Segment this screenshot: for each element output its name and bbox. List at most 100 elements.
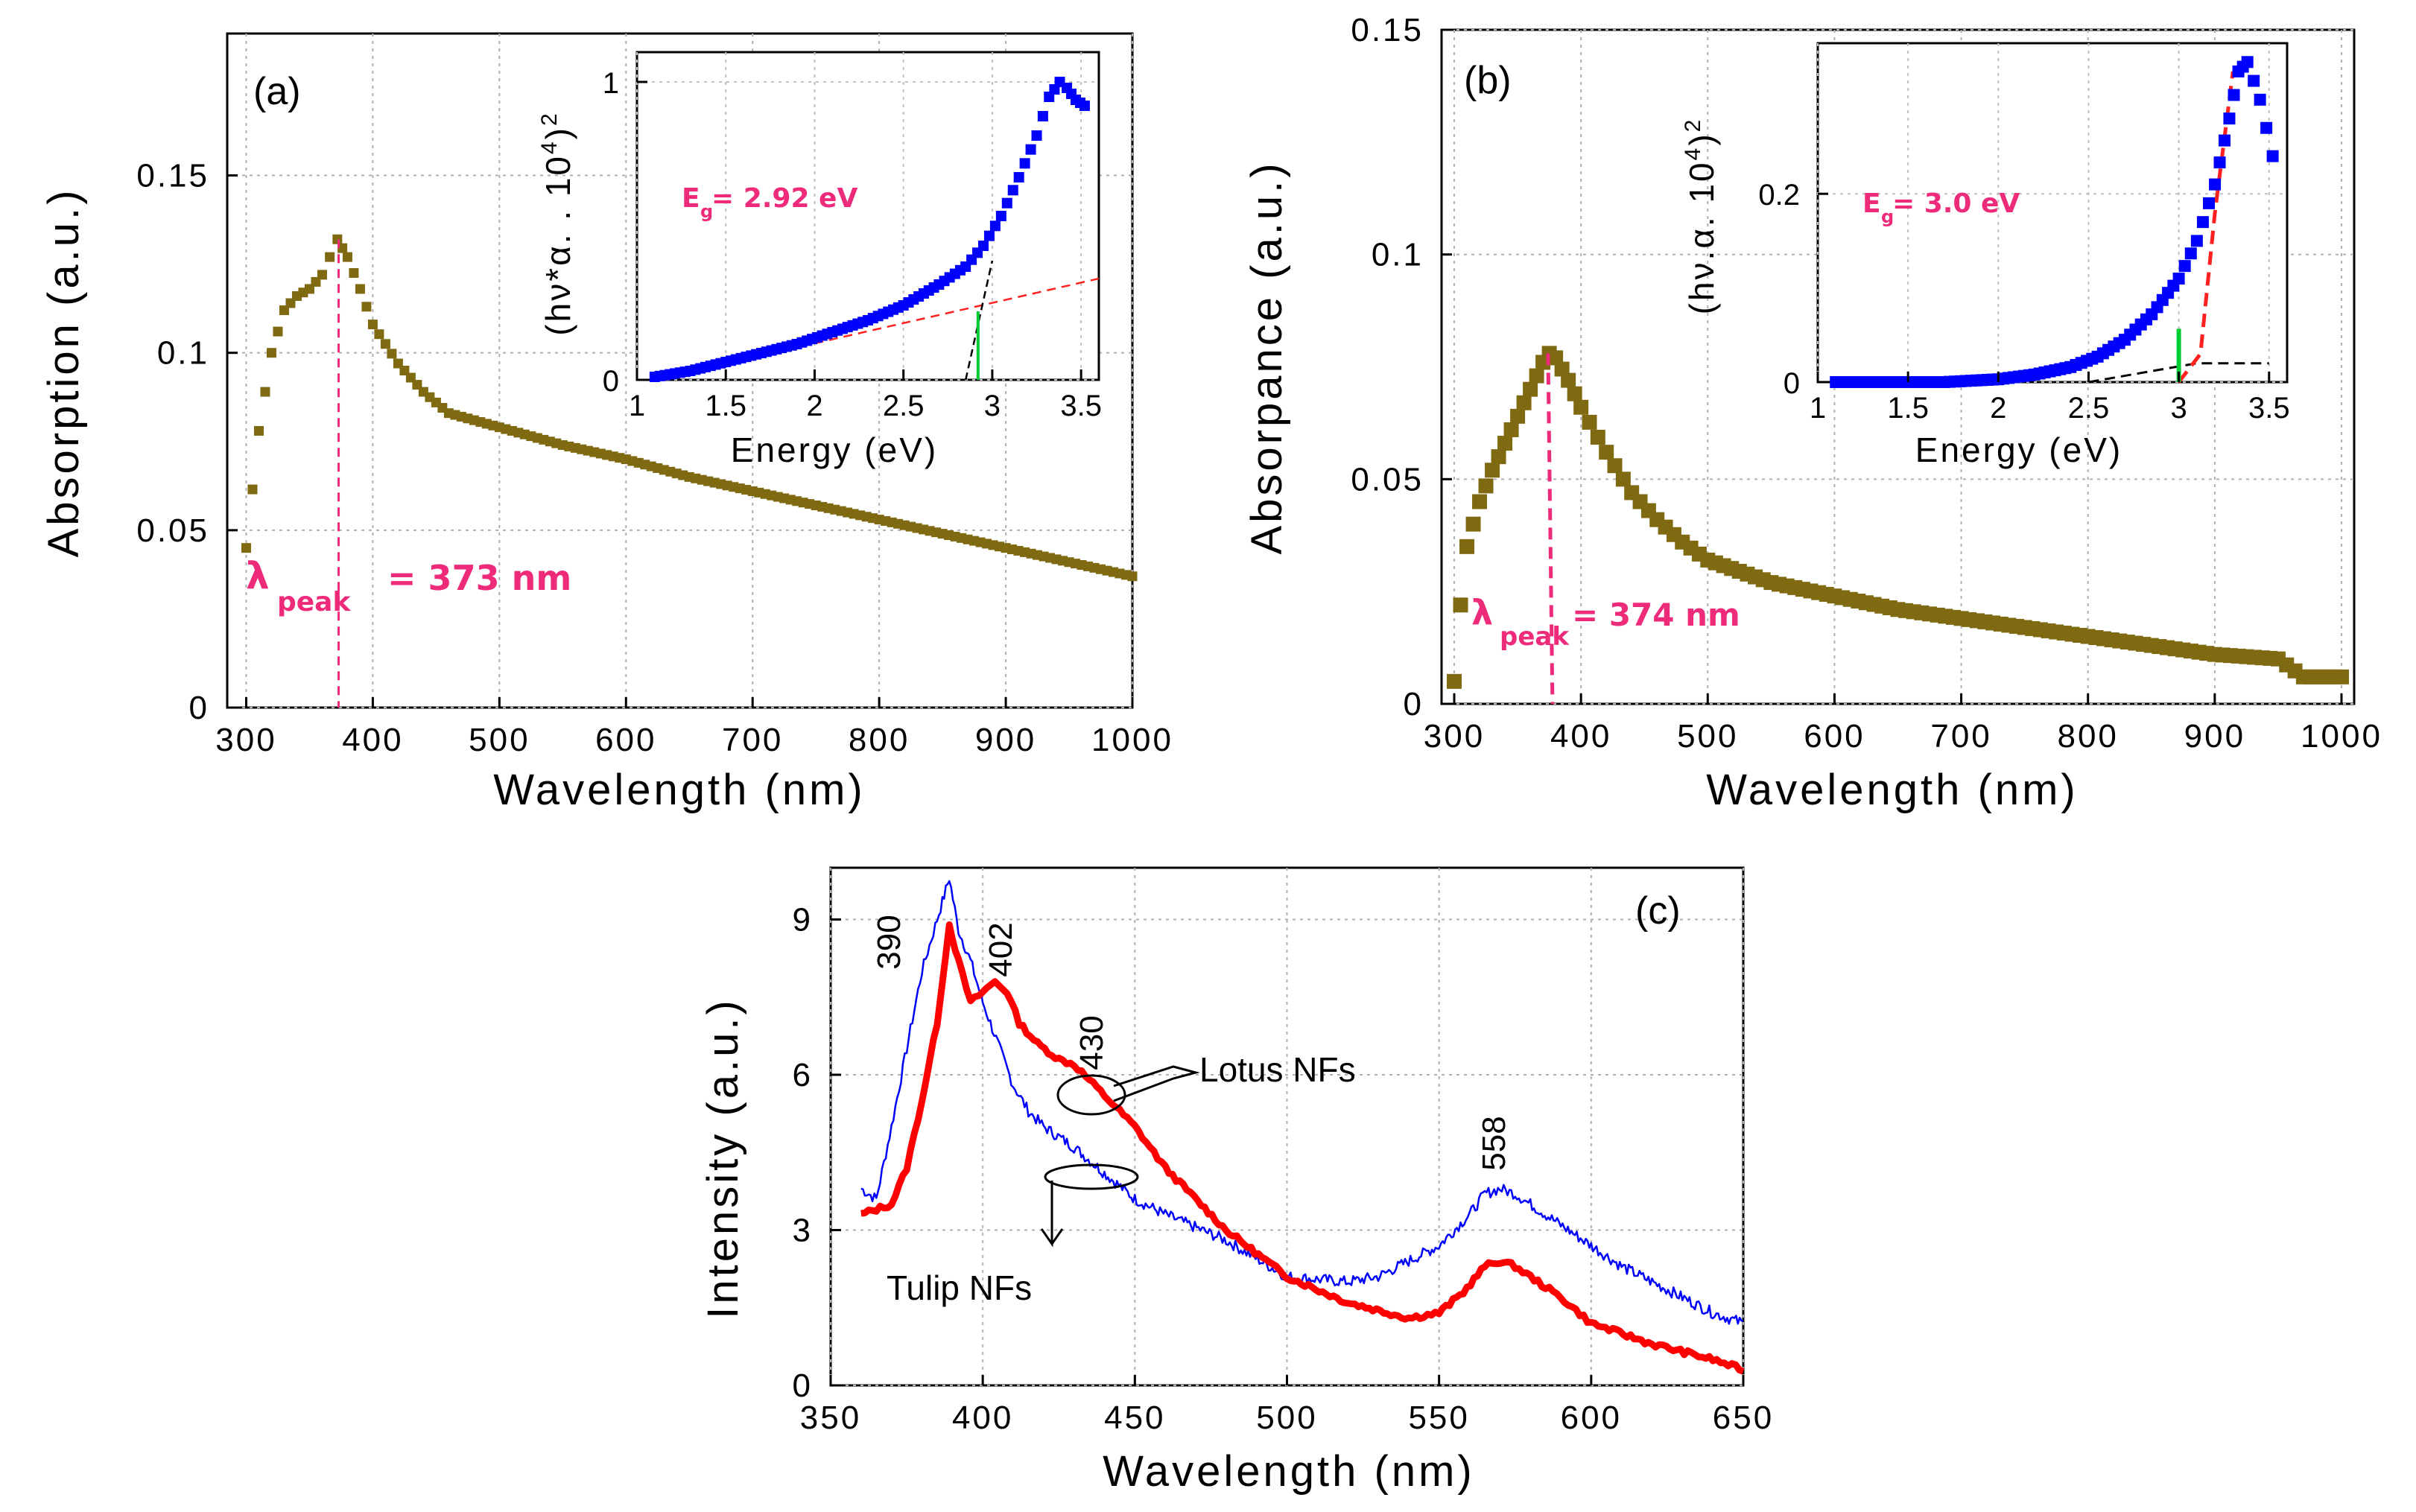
bi-xtick-label-2: 2 — [1990, 392, 2006, 425]
b-point-115 — [2333, 669, 2349, 684]
ai-point-72 — [1025, 144, 1036, 155]
b-point-5 — [1478, 478, 1494, 494]
panel-a-inset-y-axis-label: (hν*α. . 104)2 — [537, 111, 577, 335]
bi-xtick-label-0: 1 — [1810, 392, 1826, 425]
ai-xtick-label-0: 1 — [629, 390, 645, 422]
panel-b-series — [1447, 346, 2349, 689]
c-xtick-label-2: 450 — [1104, 1400, 1165, 1436]
panel-b-label: (b) — [1464, 59, 1512, 102]
lotus-callout-ellipse — [1056, 1074, 1126, 1116]
bi-point-79 — [2254, 93, 2266, 106]
panel-b-inset-ylabel-close: ) — [1682, 132, 1721, 145]
lotus-callout-arrow — [1113, 1065, 1200, 1102]
panel-a-inset-x-axis-label: Energy (eV) — [731, 431, 938, 469]
panel-a-inset-ylabel-close: ) — [539, 126, 577, 139]
a-point-14 — [332, 234, 343, 244]
panel-b-inset-x-axis-label: Energy (eV) — [1915, 431, 2122, 469]
panel-a-x-axis-label: Wavelength (nm) — [493, 766, 865, 814]
panel-b-inset-ylabel-sup: 2 — [1681, 118, 1705, 133]
b-point-7 — [1491, 449, 1506, 465]
ai-point-69 — [1007, 185, 1018, 196]
b-point-17 — [1554, 361, 1570, 377]
a-ytick-label-0: 0 — [189, 690, 209, 726]
bi-point-67 — [2190, 235, 2203, 247]
b-point-24 — [1607, 458, 1623, 474]
panel-b-inset-frame — [1816, 42, 2289, 384]
panel-c-label: (c) — [1635, 889, 1681, 933]
a-point-17 — [349, 268, 359, 279]
lotus-legend-label: Lotus NFs — [1199, 1050, 1356, 1089]
tulip-series-line — [860, 880, 1744, 1325]
b-point-21 — [1582, 414, 1597, 430]
panel-b-inset-y-axis-label: (hν.α. 104)2 — [1681, 118, 1721, 315]
bi-point-69 — [2203, 197, 2215, 209]
bi-xtick-label-3: 2.5 — [2068, 392, 2110, 425]
panel-a-y-axis-label: Absorption (a.u.) — [39, 188, 88, 558]
ai-point-65 — [983, 230, 995, 241]
panel-b-peak-annotation: λ peak = 374 nm — [1471, 592, 1740, 652]
bi-point-64 — [2172, 272, 2185, 285]
panel-a-yticks: 0 0.05 0.1 0.15 — [136, 158, 238, 726]
ai-xtick-label-3: 2.5 — [883, 390, 925, 422]
bi-baseline-fit-line — [2088, 362, 2269, 384]
b-point-16 — [1548, 350, 1564, 366]
panel-a-inset-ylabel-sup-small: 4 — [537, 139, 562, 154]
panel-b-inset-ylabel-main: (hν.α. 10 — [1682, 160, 1721, 314]
a-point-19 — [361, 302, 372, 312]
a-xtick-label-2: 500 — [469, 722, 530, 758]
bi-xtick-label-4: 3 — [2170, 392, 2187, 425]
panel-b-inset-eg-prefix: E — [1862, 188, 1881, 219]
tulip-callout-arrow — [1040, 1181, 1064, 1248]
b-point-4 — [1472, 494, 1488, 509]
panel-a-inset-eg-sub: g — [700, 201, 713, 222]
b-xtick-label-0: 300 — [1424, 718, 1485, 755]
tulip-callout-ellipse — [1044, 1163, 1139, 1190]
panel-b-inset-ylabel-sup-small: 4 — [1681, 146, 1705, 161]
b-ytick-label-3: 0.15 — [1351, 12, 1424, 48]
a-point-2 — [253, 425, 264, 436]
a-point-0 — [241, 543, 251, 553]
ai-point-68 — [1001, 197, 1012, 209]
panel-c: 350 400 450 500 550 600 650 0 3 6 9 (c) Wavelengt… — [699, 866, 1772, 1496]
ai-ytick-label-1: 1 — [603, 67, 619, 100]
panel-b-xticks: 300 400 500 600 700 800 900 1000 — [1424, 693, 2380, 755]
panel-a-peak-value: = 373 nm — [387, 558, 571, 598]
b-point-2 — [1459, 539, 1475, 554]
peak-label-402: 402 — [983, 922, 1019, 976]
ai-point-66 — [989, 220, 1001, 232]
ai-xtick-label-4: 3 — [984, 390, 1001, 422]
panel-b-inset-eg-value: = 3.0 eV — [1892, 188, 2020, 219]
b-point-10 — [1510, 408, 1526, 424]
panel-b-peak-value: = 374 nm — [1572, 597, 1740, 633]
a-ytick-label-3: 0.15 — [136, 158, 209, 194]
a-point-18 — [355, 284, 365, 294]
svg-text:(hν.α. 104)2: (hν.α. 104)2 — [1681, 118, 1721, 315]
ai-point-82 — [1079, 101, 1090, 111]
panel-a-peak-annotation: λ peak = 373 nm — [246, 554, 571, 617]
panel-c-xticks: 350 400 450 500 550 600 650 — [800, 1375, 1772, 1436]
bi-xtick-label-5: 3.5 — [2248, 392, 2290, 425]
b-xtick-label-1: 400 — [1550, 718, 1611, 755]
c-xtick-label-4: 550 — [1408, 1400, 1469, 1436]
a-point-16 — [342, 252, 352, 262]
a-point-20 — [367, 320, 378, 330]
panel-c-yticks: 0 3 6 9 — [793, 902, 841, 1404]
bi-edge-fit-line — [2177, 71, 2235, 384]
panel-c-gridlines — [830, 868, 1744, 1386]
b-point-20 — [1573, 399, 1589, 415]
b-point-6 — [1485, 463, 1500, 478]
ai-ytick-label-0: 0 — [603, 365, 619, 398]
panel-b-x-axis-label: Wavelength (nm) — [1706, 766, 2078, 814]
ai-point-67 — [995, 211, 1006, 221]
a-xtick-label-6: 900 — [975, 722, 1036, 758]
a-xtick-label-4: 700 — [722, 722, 783, 758]
panel-c-series — [860, 880, 1745, 1375]
a-point-3 — [260, 387, 270, 397]
panel-b: 300 400 500 600 700 800 900 1000 0 0.05 0.1 0.15 (… — [1243, 12, 2380, 814]
a-point-5 — [273, 326, 283, 337]
panel-a-inset-eg-annotation: E g = 2.92 eV — [682, 183, 857, 222]
b-point-18 — [1561, 372, 1576, 388]
b-ytick-label-0: 0 — [1404, 686, 1424, 722]
b-ytick-label-2: 0.1 — [1372, 237, 1424, 273]
